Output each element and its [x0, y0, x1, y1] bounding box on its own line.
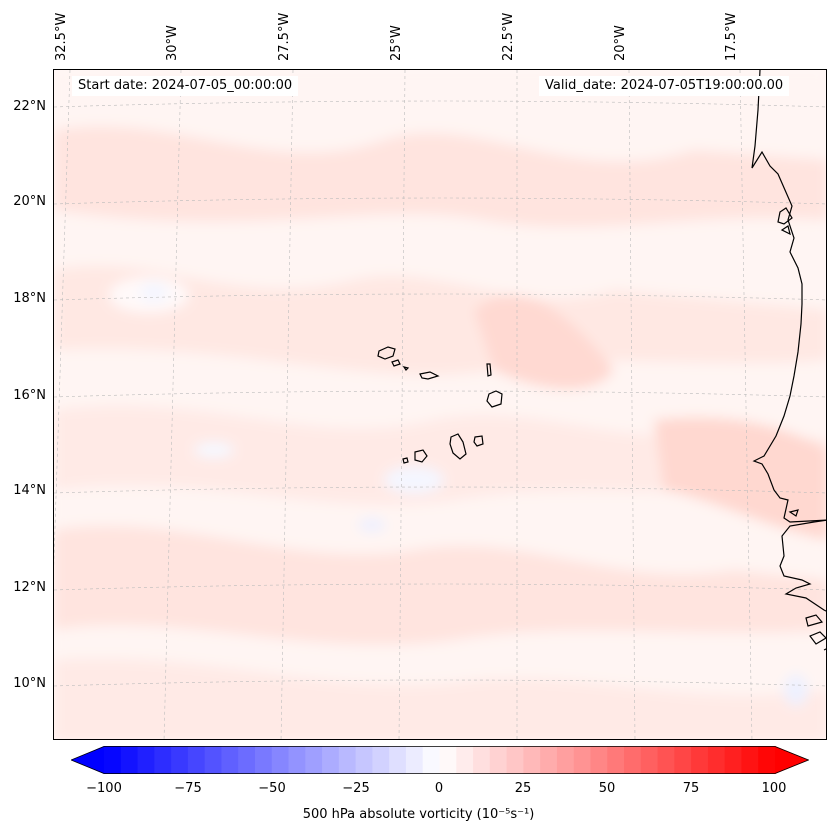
fogo-island [414, 449, 428, 463]
colorbar-segment [590, 746, 608, 774]
colorbar-segment [187, 746, 206, 774]
lat-label-16n: 16°N [13, 388, 46, 403]
colorbar-tick-50: 50 [598, 781, 616, 796]
colorbar-segment [707, 746, 726, 774]
colorbar-segment [439, 746, 457, 774]
colorbar-segment [405, 746, 424, 774]
colorbar-segment [355, 746, 374, 774]
west-africa-coastline [751, 70, 826, 651]
lat-label-12n: 12°N [13, 580, 46, 595]
colorbar-segment [489, 746, 508, 774]
colorbar-outline [71, 746, 809, 774]
maio-island [473, 435, 484, 447]
gridlines [54, 70, 826, 739]
colorbar-segment [154, 746, 172, 774]
lon-label-17-5w: 17.5°W [724, 12, 739, 61]
colorbar-segments [104, 746, 776, 774]
lon-label-27-5w: 27.5°W [277, 12, 292, 61]
colorbar-tick-25: 25 [514, 781, 532, 796]
colorbar-segment [389, 746, 407, 774]
lon-label-25w: 25°W [389, 25, 404, 61]
colorbar-segment [422, 746, 441, 774]
map-frame [53, 69, 827, 740]
colorbar-segment [120, 746, 139, 774]
santiago-island [449, 433, 467, 460]
cape-verde-islands [377, 346, 503, 464]
colorbar-segment [238, 746, 256, 774]
lon-label-30w: 30°W [165, 25, 180, 61]
brava-island [402, 457, 409, 464]
colorbar-segment [372, 746, 390, 774]
colorbar-segment [724, 746, 743, 774]
colorbar-segment [657, 746, 675, 774]
colorbar-segment [473, 746, 491, 774]
start-date-label: Start date: 2024-07-05_00:00:00 [72, 76, 299, 96]
sao-nicolau-island [419, 371, 440, 380]
colorbar-segment [674, 746, 692, 774]
colorbar-high-extension [775, 746, 809, 774]
lon-label-32-5w: 32.5°W [54, 12, 69, 61]
lon-label-20w: 20°W [613, 25, 628, 61]
colorbar [71, 746, 809, 774]
boa-vista-island [486, 390, 503, 408]
vorticity-map [54, 70, 826, 739]
colorbar-segment [137, 746, 155, 774]
colorbar-tick-75: 75 [682, 781, 700, 796]
colorbar-segment [573, 746, 592, 774]
colorbar-segment [322, 746, 340, 774]
colorbar-segment [338, 746, 357, 774]
colorbar-tick-neg75: −75 [174, 781, 202, 796]
sal-island [486, 363, 492, 377]
colorbar-segment [607, 746, 625, 774]
colorbar-segment [305, 746, 323, 774]
colorbar-segment [640, 746, 659, 774]
colorbar-tick-100: 100 [761, 781, 787, 796]
colorbar-segment [171, 746, 189, 774]
colorbar-segment [624, 746, 642, 774]
santo-antao-island [377, 346, 396, 360]
colorbar-segment [456, 746, 474, 774]
colorbar-segment [254, 746, 273, 774]
colorbar-tick-neg100: −100 [86, 781, 122, 796]
lat-label-22n: 22°N [13, 99, 46, 114]
santa-luzia-island [402, 366, 410, 371]
colorbar-low-extension [71, 746, 104, 774]
colorbar-segment [271, 746, 290, 774]
colorbar-segment [104, 746, 122, 774]
colorbar-segment [691, 746, 709, 774]
colorbar-segment [556, 746, 575, 774]
valid-date-label: Valid_date: 2024-07-05T19:00:00.00 [539, 76, 790, 96]
colorbar-tick-0: 0 [434, 781, 444, 796]
colorbar-tick-neg25: −25 [342, 781, 370, 796]
lat-label-18n: 18°N [13, 291, 46, 306]
colorbar-segment [288, 746, 306, 774]
colorbar-segment [741, 746, 759, 774]
colorbar-segment [540, 746, 558, 774]
lon-label-22-5w: 22.5°W [501, 12, 516, 61]
sao-vicente-island [391, 359, 401, 367]
lat-label-20n: 20°N [13, 194, 46, 209]
colorbar-segment [506, 746, 524, 774]
colorbar-segment [523, 746, 541, 774]
lat-label-14n: 14°N [13, 483, 46, 498]
colorbar-segment [204, 746, 223, 774]
vorticity-field [54, 70, 826, 739]
colorbar-label: 500 hPa absolute vorticity (10⁻⁵s⁻¹) [302, 807, 535, 822]
colorbar-segment [221, 746, 239, 774]
colorbar-segment [758, 746, 776, 774]
colorbar-tick-neg50: −50 [258, 781, 286, 796]
lat-label-10n: 10°N [13, 676, 46, 691]
